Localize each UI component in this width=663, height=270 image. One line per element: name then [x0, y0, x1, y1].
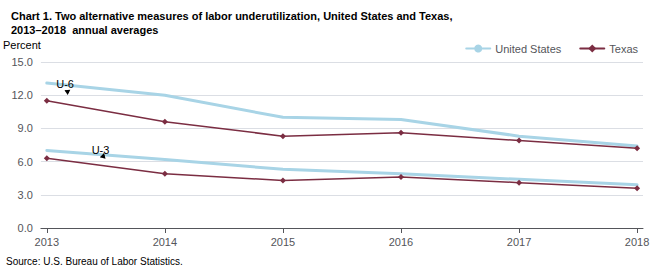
svg-text:2015: 2015 [271, 236, 295, 248]
svg-text:12.0: 12.0 [11, 89, 32, 101]
svg-text:6.0: 6.0 [18, 156, 33, 168]
svg-text:2017: 2017 [507, 236, 531, 248]
svg-text:Percent: Percent [3, 39, 41, 51]
svg-text:U-3: U-3 [92, 144, 110, 156]
svg-text:2018: 2018 [625, 236, 649, 248]
svg-text:Chart 1. Two alternative measu: Chart 1. Two alternative measures of lab… [11, 10, 453, 22]
svg-text:United States: United States [495, 43, 562, 55]
svg-text:2013: 2013 [35, 236, 59, 248]
svg-text:2013–2018 annual averages: 2013–2018 annual averages [11, 24, 158, 36]
svg-text:2014: 2014 [153, 236, 177, 248]
svg-text:U-6: U-6 [56, 78, 74, 90]
svg-text:9.0: 9.0 [18, 122, 33, 134]
svg-text:15.0: 15.0 [11, 56, 32, 68]
svg-text:2016: 2016 [389, 236, 413, 248]
svg-text:Texas: Texas [609, 43, 638, 55]
svg-text:Source: U.S. Bureau of Labor S: Source: U.S. Bureau of Labor Statistics. [6, 256, 183, 267]
svg-text:0.0: 0.0 [18, 222, 33, 234]
svg-text:3.0: 3.0 [18, 189, 33, 201]
